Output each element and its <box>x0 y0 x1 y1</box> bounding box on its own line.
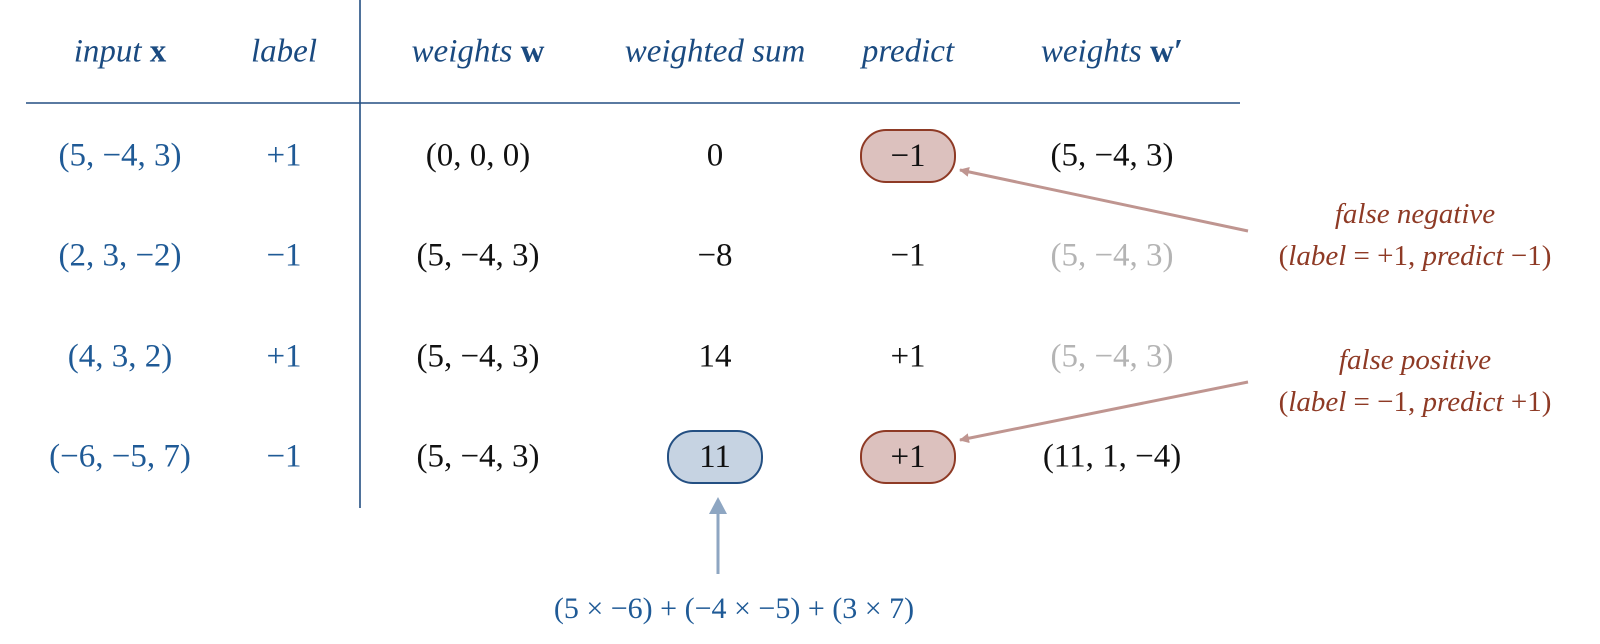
row-2-sum: −8 <box>697 237 733 274</box>
row-4-label: −1 <box>266 438 302 475</box>
row-4-new-weights: (11, 1, −4) <box>1042 438 1182 475</box>
row-4-predict: +1 <box>890 438 926 475</box>
row-1-sum: 0 <box>706 137 724 174</box>
row-4-sum: 11 <box>699 438 731 475</box>
computation-arrow-head <box>709 497 727 514</box>
row-1-label: +1 <box>266 137 302 174</box>
header-predict: predict <box>861 33 955 70</box>
row-1-weights: (0, 0, 0) <box>425 137 531 174</box>
false-negative-detail: (label = +1, predict −1) <box>1278 240 1552 272</box>
weighted-sum-computation: (5 × −6) + (−4 × −5) + (3 × 7) <box>553 592 915 625</box>
row-1-new-weights: (5, −4, 3) <box>1050 137 1174 174</box>
row-3-predict: +1 <box>890 338 926 375</box>
row-3-input: (4, 3, 2) <box>67 338 173 375</box>
header-input: input x <box>73 33 167 70</box>
row-4-sum-highlight: 11 <box>667 430 763 484</box>
false-positive-detail: (label = −1, predict +1) <box>1278 386 1552 418</box>
header-label: label <box>251 33 317 70</box>
row-1-predict: −1 <box>890 137 926 174</box>
row-4-weights: (5, −4, 3) <box>416 438 540 475</box>
false-negative-arrow <box>959 166 1249 233</box>
row-4-predict-highlight: +1 <box>860 430 956 484</box>
row-3-sum: 14 <box>698 338 732 375</box>
row-3-weights: (5, −4, 3) <box>416 338 540 375</box>
row-2-weights: (5, −4, 3) <box>416 237 540 274</box>
false-positive-arrow <box>959 380 1249 444</box>
row-2-label: −1 <box>266 237 302 274</box>
row-2-new-weights: (5, −4, 3) <box>1050 237 1174 274</box>
row-1-predict-highlight: −1 <box>860 129 956 183</box>
header-weighted-sum: weighted sum <box>624 33 806 70</box>
row-2-predict: −1 <box>890 237 926 274</box>
row-1-input: (5, −4, 3) <box>58 137 182 174</box>
header-weights: weights w <box>411 33 545 70</box>
false-negative-note: false negative (label = +1, predict −1) <box>1279 193 1552 277</box>
row-3-new-weights: (5, −4, 3) <box>1050 338 1174 375</box>
row-4-input: (−6, −5, 7) <box>49 438 191 475</box>
false-positive-title: false positive <box>1338 344 1492 376</box>
row-3-label: +1 <box>266 338 302 375</box>
false-positive-note: false positive (label = −1, predict +1) <box>1279 339 1552 423</box>
header-new-weights: weights w′ <box>1040 33 1184 70</box>
row-2-input: (2, 3, −2) <box>58 237 182 274</box>
false-negative-title: false negative <box>1334 198 1496 230</box>
